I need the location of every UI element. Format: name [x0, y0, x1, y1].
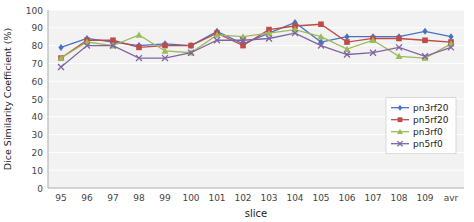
chart: 0 10 20 30 40 50 60 70 80 90 100 95 96 97 98 99 100 101 10… [0, 0, 474, 222]
legend-marker [397, 129, 403, 134]
y-tick-label: 40 [32, 112, 44, 122]
point [240, 37, 246, 43]
point [396, 53, 403, 59]
point [110, 43, 116, 49]
legend-label: pn5rf20 [413, 115, 449, 125]
point [344, 46, 351, 52]
x-tick-label: 107 [364, 193, 381, 203]
point [422, 28, 427, 35]
x-tick-label: avr [444, 193, 459, 203]
point [448, 44, 454, 50]
point [370, 50, 376, 56]
point [58, 64, 64, 70]
y-tick-label: 90 [32, 23, 44, 33]
point [136, 55, 142, 61]
legend-marker [398, 105, 403, 111]
point [136, 31, 143, 37]
x-tick-label: 96 [81, 193, 93, 203]
point [188, 50, 194, 56]
point [396, 36, 402, 42]
y-axis [48, 10, 49, 188]
y-tick-label: 20 [32, 148, 44, 158]
point [396, 44, 402, 50]
y-tick-label: 30 [32, 130, 44, 140]
grid-line [48, 188, 464, 189]
point [58, 55, 65, 61]
legend-marker [397, 141, 402, 146]
point [162, 55, 168, 61]
y-axis-label: Dice Similarity Coefficient (%) [2, 28, 13, 170]
point [344, 52, 350, 58]
point [318, 33, 325, 39]
point [136, 45, 142, 51]
legend-label: pn3rf20 [413, 103, 449, 113]
y-tick-label: 60 [32, 77, 44, 87]
x-axis [48, 188, 464, 189]
point [188, 49, 195, 55]
plot-area [58, 19, 455, 70]
x-tick-label: 102 [234, 193, 251, 203]
y-tick-label: 100 [26, 6, 43, 16]
x-tick-label: 97 [107, 193, 118, 203]
x-tick-label: 109 [416, 193, 433, 203]
point [422, 53, 428, 59]
x-tick-label: 106 [338, 193, 355, 203]
point [58, 44, 63, 51]
point [214, 31, 221, 37]
point [240, 43, 246, 49]
point [344, 33, 349, 40]
grid-line [48, 81, 464, 82]
point [162, 47, 169, 53]
grid-line [48, 170, 464, 171]
y-tick-label: 10 [32, 166, 44, 176]
legend: pn3rf20 pn5rf20 pn3rf0 pn5rf0 [386, 98, 456, 154]
x-tick-label: 98 [133, 193, 145, 203]
point [266, 30, 273, 36]
legend-label: pn5rf0 [413, 139, 443, 149]
grid-line [48, 27, 464, 28]
legend-marker [398, 117, 403, 122]
point [318, 43, 324, 49]
y-tick-label: 0 [37, 184, 43, 194]
point [292, 30, 298, 36]
series-line [61, 24, 451, 58]
x-tick-label: 105 [312, 193, 329, 203]
plot-background [48, 10, 464, 188]
point [188, 43, 194, 49]
point [84, 43, 90, 49]
x-tick-label: 103 [260, 193, 277, 203]
x-tick-label: 99 [159, 193, 171, 203]
x-tick-label: 104 [286, 193, 303, 203]
y-tick-label: 50 [32, 95, 44, 105]
point [318, 21, 324, 27]
grid-line [48, 10, 464, 11]
point [266, 36, 272, 42]
point [214, 37, 220, 43]
point [448, 33, 453, 40]
x-tick-label: 100 [182, 193, 199, 203]
y-tick-label: 70 [32, 59, 44, 69]
series-line [61, 30, 451, 58]
point [344, 39, 350, 45]
y-tick-label: 80 [32, 41, 44, 51]
legend-box [386, 98, 456, 154]
x-tick-label: 95 [55, 193, 66, 203]
grid-line [48, 63, 464, 64]
series-line [61, 33, 451, 67]
point [370, 37, 377, 43]
x-tick-label: 101 [208, 193, 225, 203]
x-tick-label: 108 [390, 193, 407, 203]
legend-label: pn3rf0 [413, 127, 443, 137]
point [188, 42, 193, 49]
x-axis-label: slice [245, 208, 267, 219]
point [422, 37, 428, 43]
